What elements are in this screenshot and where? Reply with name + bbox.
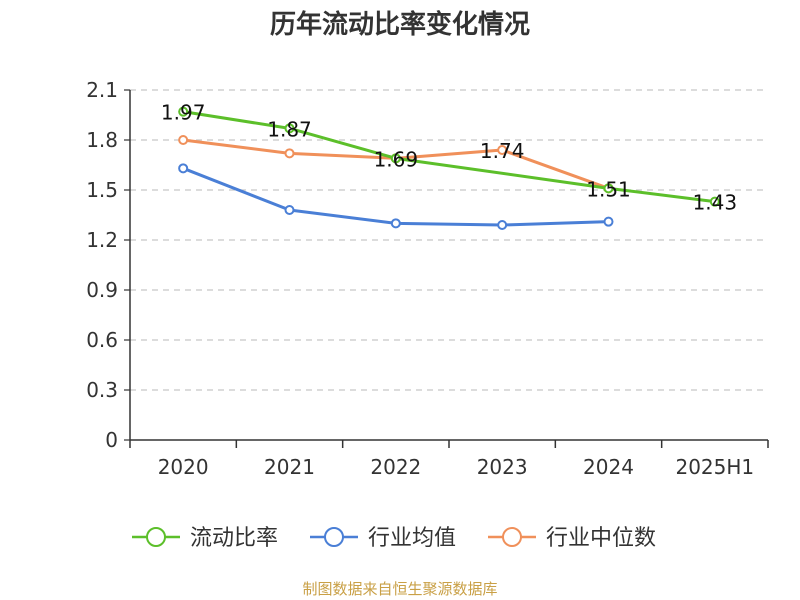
y-tick-label: 1.5 — [86, 178, 118, 202]
data-point — [284, 205, 295, 215]
chart-title: 历年流动比率变化情况 — [269, 10, 530, 40]
y-tick-label: 1.2 — [86, 228, 118, 252]
data-label: 1.97 — [161, 101, 206, 125]
legend-marker — [146, 527, 166, 547]
source-note: 制图数据来自恒生聚源数据库 — [302, 580, 498, 598]
data-point — [390, 218, 401, 229]
legend-marker — [324, 527, 344, 547]
legend-label: 行业中位数 — [546, 526, 656, 551]
data-label: 1.87 — [267, 117, 312, 141]
legend-marker — [502, 527, 522, 547]
data-label: 1.43 — [693, 191, 738, 215]
data-label: 1.74 — [480, 139, 525, 163]
data-point — [497, 220, 508, 230]
data-point — [709, 196, 720, 207]
data-point — [284, 123, 295, 134]
x-tick-label: 2022 — [370, 455, 421, 479]
data-point — [284, 148, 295, 159]
data-point — [178, 135, 189, 145]
y-tick-label: 0.6 — [86, 328, 118, 352]
series-line-1 — [182, 166, 609, 227]
data-label: 1.69 — [374, 147, 419, 171]
x-tick-label: 2024 — [583, 455, 634, 479]
data-point — [603, 183, 614, 194]
x-tick-label: 2023 — [477, 455, 528, 479]
series-lines — [178, 106, 720, 230]
series-line-0 — [182, 110, 716, 204]
data-point — [178, 163, 189, 174]
x-tick-label: 2021 — [264, 455, 315, 479]
legend-label: 行业均值 — [368, 526, 456, 551]
y-tick-label: 2.1 — [86, 78, 118, 102]
legend: 流动比率 行业均值 行业中位数 — [132, 526, 656, 551]
y-tick-label: 0.9 — [86, 278, 118, 302]
x-tick-label: 2020 — [158, 455, 209, 479]
y-tick-label: 1.8 — [86, 128, 118, 152]
data-point — [497, 145, 508, 155]
x-tick-label: 2025H1 — [675, 455, 754, 479]
y-tick-label: 0.3 — [86, 378, 118, 402]
data-point — [603, 216, 614, 227]
data-point — [390, 153, 401, 164]
legend-label: 流动比率 — [190, 526, 278, 551]
data-label: 1.51 — [586, 177, 631, 201]
data-labels: 1.97 1.87 1.69 1.51 1.43 1.74 — [161, 101, 737, 215]
axes: 0 0.3 0.6 0.9 1.2 1.5 1.8 2.1 2020 2021 2022 2023 20… — [86, 78, 769, 479]
grid-lines — [130, 89, 768, 391]
data-point — [178, 106, 189, 117]
y-tick-label: 0 — [105, 428, 118, 452]
